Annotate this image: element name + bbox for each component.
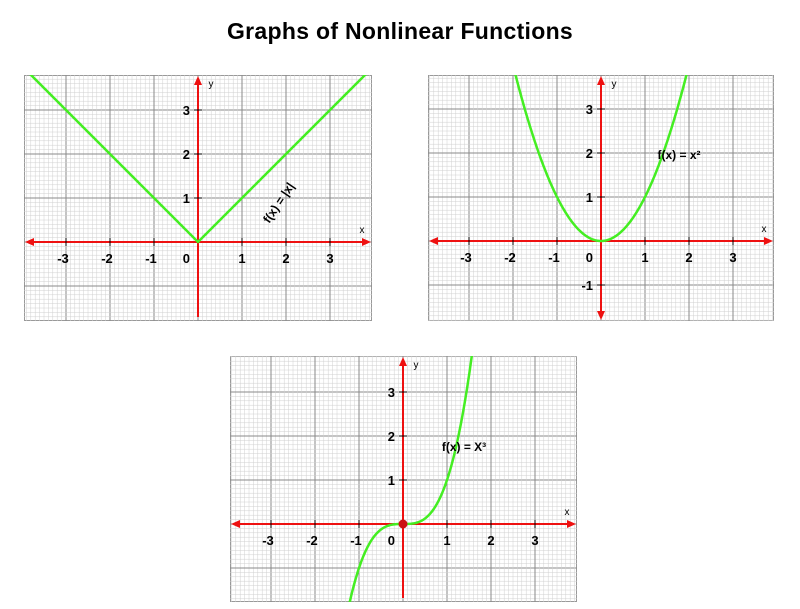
graph-cube: -3 -2 -1 1 2 3 1 2 3 0 x y f(x) = X³ xyxy=(230,356,577,602)
function-curve xyxy=(514,75,688,243)
y-tick-label: 1 xyxy=(388,473,395,488)
y-tick-label: 3 xyxy=(586,102,593,117)
y-axis-arrow-down xyxy=(597,311,605,320)
function-label: f(x) = X³ xyxy=(442,440,486,454)
y-tick-label: 2 xyxy=(388,429,395,444)
x-tick-label: -3 xyxy=(460,250,472,265)
x-axis-arrow-left xyxy=(25,238,34,246)
y-axis-arrow-up xyxy=(194,76,202,85)
y-axis-label: y xyxy=(209,79,214,90)
x-tick-label: 2 xyxy=(282,251,289,266)
y-tick-label: 3 xyxy=(388,385,395,400)
x-tick-label: -3 xyxy=(57,251,69,266)
grid xyxy=(24,75,372,321)
x-axis-label: x xyxy=(565,507,570,518)
x-axis-arrow-right xyxy=(764,237,773,245)
x-tick-label: 3 xyxy=(729,250,736,265)
origin-label: 0 xyxy=(183,251,190,266)
page-title: Graphs of Nonlinear Functions xyxy=(226,18,574,44)
x-tick-label: 2 xyxy=(685,250,692,265)
y-axis-label: y xyxy=(612,79,617,90)
x-tick-label: -1 xyxy=(548,250,560,265)
x-tick-label: -1 xyxy=(350,533,362,548)
origin-label: 0 xyxy=(388,533,395,548)
origin-point xyxy=(398,519,408,529)
y-tick-label: 1 xyxy=(183,191,190,206)
y-axis-arrow-up xyxy=(597,76,605,85)
x-axis-arrow-left xyxy=(231,520,240,528)
y-axis-label: y xyxy=(414,360,419,371)
y-tick-label: 1 xyxy=(586,190,593,205)
x-tick-label: -2 xyxy=(101,251,113,266)
x-tick-label: -3 xyxy=(262,533,274,548)
x-tick-label: -2 xyxy=(504,250,516,265)
x-tick-label: 1 xyxy=(238,251,245,266)
function-label: f(x) = x² xyxy=(657,148,700,162)
x-tick-label: 3 xyxy=(326,251,333,266)
x-tick-label: 1 xyxy=(443,533,450,548)
function-curve xyxy=(29,75,367,244)
y-tick-label: 2 xyxy=(586,146,593,161)
x-axis-arrow-right xyxy=(567,520,576,528)
origin-label: 0 xyxy=(586,250,593,265)
x-axis-label: x xyxy=(762,224,767,235)
function-curve xyxy=(348,356,474,602)
x-tick-label: 1 xyxy=(641,250,648,265)
x-tick-label: 3 xyxy=(531,533,538,548)
y-tick-label: 2 xyxy=(183,147,190,162)
x-axis-arrow-left xyxy=(429,237,438,245)
x-tick-label: 2 xyxy=(487,533,494,548)
grid xyxy=(428,75,774,321)
graph-square: -3 -2 -1 1 2 3 -1 1 2 3 0 x y f(x) = x² xyxy=(428,75,774,321)
x-tick-label: -1 xyxy=(145,251,157,266)
y-tick-label: -1 xyxy=(581,278,593,293)
x-tick-label: -2 xyxy=(306,533,318,548)
x-axis-arrow-right xyxy=(362,238,371,246)
x-axis-label: x xyxy=(360,225,365,236)
y-tick-label: 3 xyxy=(183,103,190,118)
y-axis-arrow-up xyxy=(399,357,407,366)
